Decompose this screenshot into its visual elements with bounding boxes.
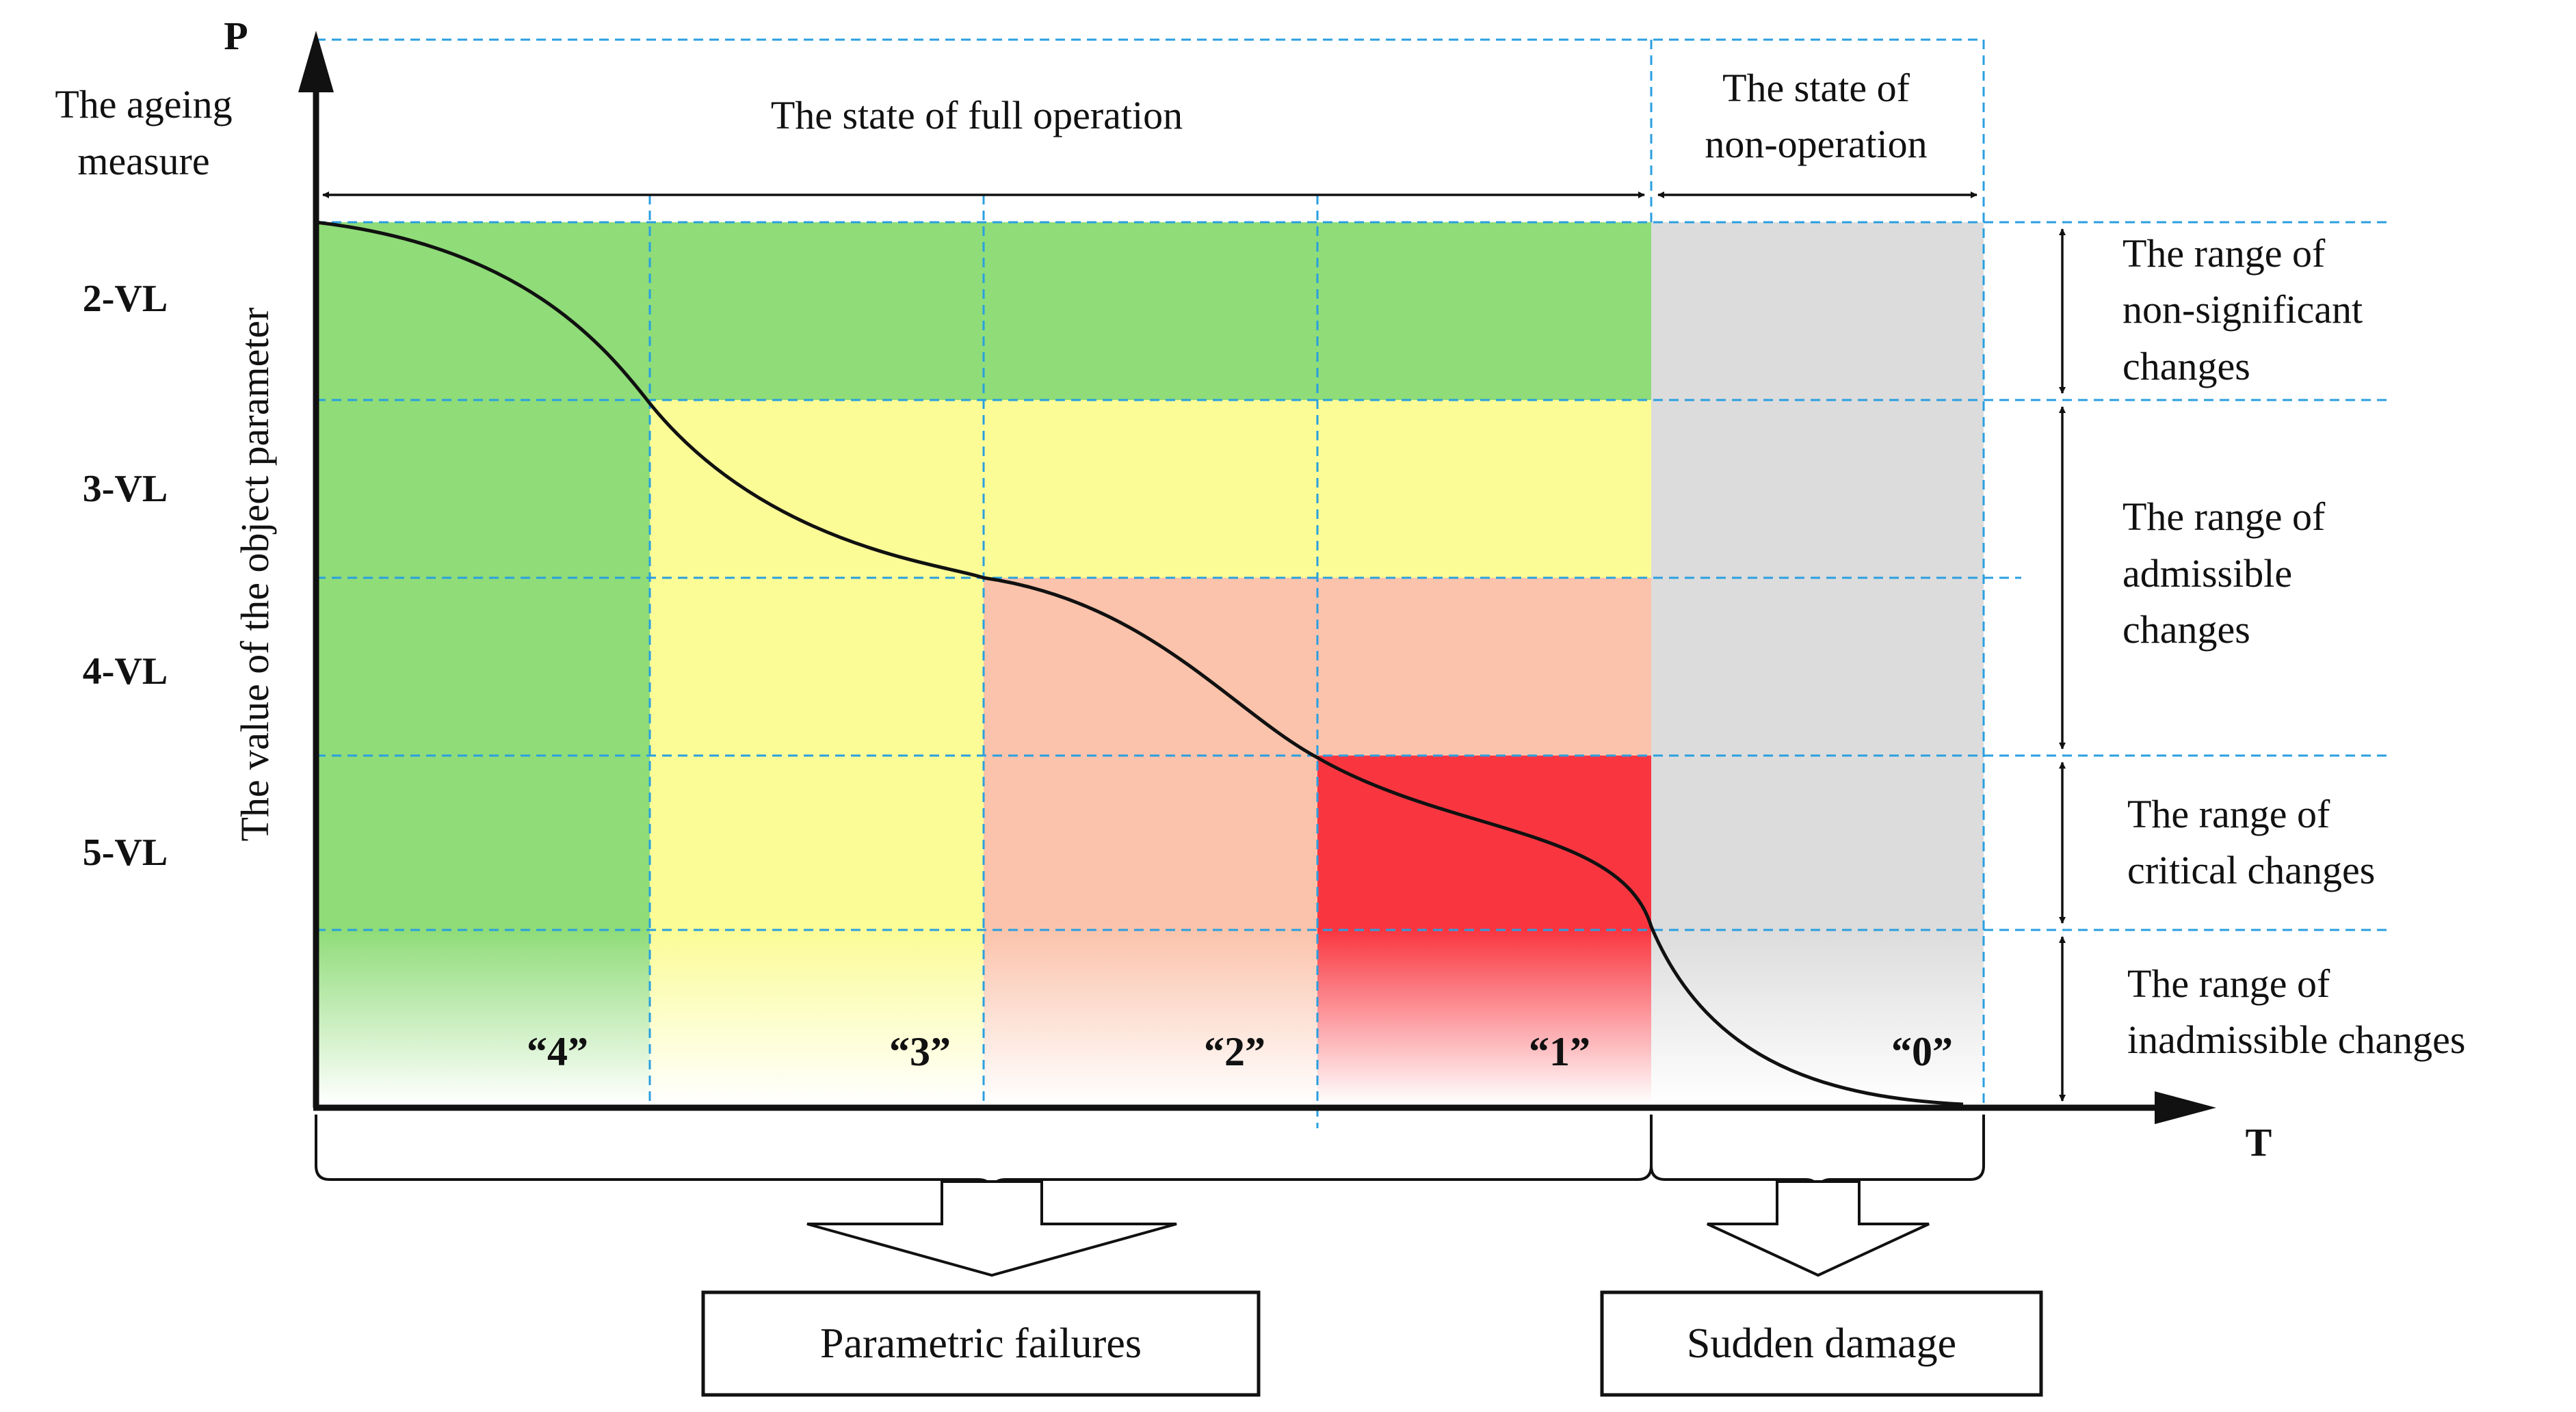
ageing-measure-line2: measure: [77, 139, 209, 183]
sudden-damage-box: [1600, 1290, 2043, 1397]
level-label-4: 4-VL: [83, 650, 168, 693]
degradation-curve: [315, 220, 1964, 1106]
cell-c1-crit: [316, 756, 650, 930]
level-label-3: 3-VL: [83, 468, 168, 510]
y-axis-label: The value of the object parameter: [233, 308, 277, 842]
parametric-failures-box: [701, 1290, 1261, 1397]
cell-c4-adm-b: [1317, 578, 1651, 756]
braces: [315, 1115, 1985, 1194]
cell-c1-nonsig: [316, 222, 650, 400]
cell-c2-crit: [650, 756, 984, 930]
state-grid: [316, 222, 1984, 1104]
outcome-arrows: [806, 1180, 1930, 1277]
column-number-1: “1”: [1529, 1029, 1590, 1074]
cell-c1-adm-b: [316, 578, 650, 756]
state-non-operation-line1: The state of: [1722, 66, 1910, 110]
cell-c2-inadm: [650, 930, 984, 1104]
range-inadm-line1: The range of: [2127, 961, 2330, 1006]
state-full-operation: The state of full operation: [771, 93, 1183, 137]
x-axis-symbol: T: [2246, 1120, 2272, 1164]
range-crit-line1: The range of: [2127, 792, 2330, 836]
cell-c1-adm-a: [316, 400, 650, 578]
column-number-2: “2”: [1204, 1029, 1265, 1074]
cell-c4-adm-a: [1317, 400, 1651, 578]
ageing-measure-line1: The ageing: [55, 82, 232, 126]
cell-c4-inadm: [1317, 930, 1651, 1104]
cell-c2-nonsig: [650, 222, 984, 400]
range-nonsig-line2: non-significant: [2122, 287, 2363, 332]
column-numbers: “4” “3” “2” “1” “0”: [527, 1029, 1953, 1074]
grid-lines: [316, 38, 2391, 1128]
range-labels: The range of non-significant changes The…: [2122, 231, 2466, 1062]
axes: [298, 31, 2216, 1124]
range-adm-line2: admissible: [2122, 551, 2292, 596]
cell-c3-inadm: [984, 930, 1317, 1104]
range-adm-line1: The range of: [2122, 494, 2326, 539]
x-axis-arrow: [2155, 1091, 2216, 1124]
level-label-2: 2-VL: [83, 278, 168, 320]
column-number-3: “3”: [889, 1029, 951, 1074]
range-inadm-line2: inadmissible changes: [2127, 1017, 2466, 1062]
range-adm-line3: changes: [2122, 607, 2250, 652]
range-nonsig-line1: The range of: [2122, 231, 2326, 276]
cell-c3-crit: [984, 756, 1317, 930]
cell-c5-upper: [1651, 222, 1984, 930]
cell-c5-inadm: [1651, 930, 1984, 1104]
cell-c3-adm-a: [984, 400, 1317, 578]
cell-c2-adm-b: [650, 578, 984, 756]
state-non-operation-line2: non-operation: [1705, 122, 1927, 166]
cell-c2-adm-a: [650, 400, 984, 578]
parametric-failures-label: Parametric failures: [820, 1320, 1142, 1367]
range-nonsig-line3: changes: [2122, 344, 2250, 388]
column-number-4: “4”: [527, 1029, 588, 1074]
cell-c4-nonsig: [1317, 222, 1651, 400]
y-axis-arrow: [298, 31, 334, 92]
y-axis-symbol: P: [224, 14, 248, 58]
cell-c1-inadm: [316, 930, 650, 1104]
range-crit-line2: critical changes: [2127, 848, 2375, 892]
arrow-to-sudden: [1707, 1180, 1930, 1277]
cell-c3-nonsig: [984, 222, 1317, 400]
column-number-0: “0”: [1891, 1029, 1953, 1074]
level-label-5: 5-VL: [83, 831, 168, 874]
sudden-damage-label: Sudden damage: [1687, 1320, 1956, 1367]
cell-c3-adm-b: [984, 578, 1317, 756]
arrow-to-parametric: [806, 1180, 1177, 1277]
